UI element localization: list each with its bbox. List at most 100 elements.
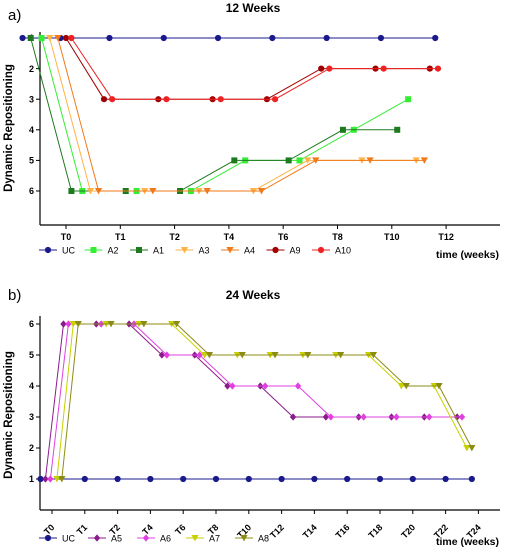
data-point-A8 bbox=[74, 321, 82, 328]
series-A4 bbox=[54, 35, 428, 195]
data-point-A7 bbox=[200, 352, 209, 359]
legend-label-A1: A1 bbox=[153, 245, 164, 255]
data-point-A1 bbox=[231, 157, 238, 164]
data-point-A6 bbox=[327, 413, 334, 421]
data-point-A5 bbox=[322, 413, 330, 421]
data-point-A10 bbox=[109, 96, 116, 103]
data-point-A8 bbox=[369, 352, 378, 359]
data-point-A4 bbox=[203, 188, 211, 195]
data-point-A2 bbox=[38, 35, 45, 41]
data-point-A6 bbox=[262, 382, 269, 390]
data-point-UC bbox=[147, 475, 154, 483]
x-tick-label: T18 bbox=[366, 522, 384, 540]
legend-marker-A3 bbox=[180, 247, 189, 254]
data-point-A6 bbox=[65, 320, 72, 328]
data-point-A10 bbox=[380, 65, 387, 72]
data-point-UC bbox=[81, 475, 88, 483]
x-axis-title: time (weeks) bbox=[436, 536, 499, 548]
x-tick-label: T6 bbox=[278, 232, 289, 242]
series-A2 bbox=[38, 35, 412, 194]
x-axis-title: time (weeks) bbox=[436, 249, 499, 261]
legend-marker-A2 bbox=[90, 247, 97, 253]
series-line-A4 bbox=[57, 37, 425, 192]
series-A10 bbox=[68, 34, 442, 103]
legend-marker-UC bbox=[44, 534, 52, 542]
series-line-A2 bbox=[41, 37, 409, 192]
data-point-UC bbox=[214, 34, 222, 42]
data-point-A8 bbox=[140, 321, 148, 328]
series-A1 bbox=[27, 35, 401, 194]
data-point-UC bbox=[468, 475, 475, 483]
series-UC bbox=[37, 475, 475, 483]
data-point-UC bbox=[269, 34, 276, 42]
legend-label-A8: A8 bbox=[258, 533, 269, 543]
data-point-UC bbox=[19, 34, 26, 42]
legend-marker-A1 bbox=[136, 247, 142, 253]
series-line-A3 bbox=[49, 37, 417, 192]
series-line-A8 bbox=[61, 323, 473, 480]
data-point-UC bbox=[376, 475, 384, 483]
x-tick-label: T2 bbox=[169, 232, 180, 242]
y-tick-label: 2 bbox=[29, 443, 34, 453]
data-point-A6 bbox=[294, 382, 302, 390]
x-tick-label: T12 bbox=[268, 522, 286, 540]
data-point-A3 bbox=[46, 35, 54, 42]
series-A6 bbox=[47, 320, 466, 483]
data-point-UC bbox=[409, 475, 416, 483]
data-point-A6 bbox=[163, 351, 170, 359]
data-point-A6 bbox=[426, 413, 433, 421]
data-point-UC bbox=[278, 475, 285, 483]
series-line-A10 bbox=[70, 37, 438, 100]
data-point-UC bbox=[180, 475, 187, 483]
legend-label-A5: A5 bbox=[111, 533, 122, 543]
data-point-A1 bbox=[285, 157, 292, 164]
x-tick-label: T12 bbox=[438, 232, 454, 242]
y-tick-label: 4 bbox=[29, 381, 34, 391]
series-A5 bbox=[42, 320, 461, 483]
series-line-A6 bbox=[49, 323, 462, 480]
x-tick-label: T4 bbox=[140, 522, 155, 537]
y-axis-title: Dynamic Repositioning bbox=[3, 351, 15, 479]
legend-marker-A8 bbox=[240, 535, 248, 542]
data-point-UC bbox=[106, 34, 113, 42]
chart-title: 12 Weeks bbox=[226, 1, 281, 15]
x-tick-label: T20 bbox=[399, 522, 417, 540]
data-point-UC bbox=[212, 475, 220, 483]
x-tick-label: T1 bbox=[75, 522, 90, 537]
legend: UC A2 A1 A3 A4 A9 A10 bbox=[39, 245, 351, 255]
data-point-A5 bbox=[158, 351, 166, 359]
y-tick-label: 3 bbox=[29, 94, 34, 104]
legend-marker-UC bbox=[44, 246, 52, 254]
data-point-UC bbox=[377, 34, 385, 42]
data-point-A10 bbox=[68, 34, 75, 42]
x-tick-label: T10 bbox=[384, 232, 400, 242]
data-point-A8 bbox=[337, 352, 345, 359]
data-point-A3 bbox=[304, 157, 312, 164]
y-tick-label: 6 bbox=[29, 186, 34, 196]
legend-label-A7: A7 bbox=[209, 533, 220, 543]
data-point-A8 bbox=[271, 352, 279, 359]
data-point-A6 bbox=[393, 413, 400, 421]
data-point-A10 bbox=[217, 96, 224, 103]
y-tick-label: 5 bbox=[29, 350, 34, 360]
data-point-A3 bbox=[86, 188, 95, 195]
data-point-A8 bbox=[468, 445, 476, 452]
legend-marker-A4 bbox=[226, 247, 234, 254]
data-point-A8 bbox=[58, 476, 66, 483]
series-A8 bbox=[58, 321, 476, 483]
data-point-A7 bbox=[53, 476, 61, 483]
panel-label: b) bbox=[8, 287, 21, 304]
y-tick-label: 3 bbox=[29, 412, 34, 422]
chart-title: 24 Weeks bbox=[226, 288, 281, 302]
data-point-A10 bbox=[271, 96, 279, 103]
data-point-A1 bbox=[394, 126, 401, 133]
data-point-UC bbox=[442, 475, 449, 483]
data-point-A1 bbox=[27, 35, 34, 41]
data-point-A4 bbox=[149, 188, 157, 195]
series-line-A5 bbox=[44, 323, 458, 480]
data-point-UC bbox=[114, 475, 121, 483]
legend-label-UC: UC bbox=[62, 245, 75, 255]
series-UC bbox=[19, 34, 439, 42]
data-point-A1 bbox=[339, 126, 346, 133]
